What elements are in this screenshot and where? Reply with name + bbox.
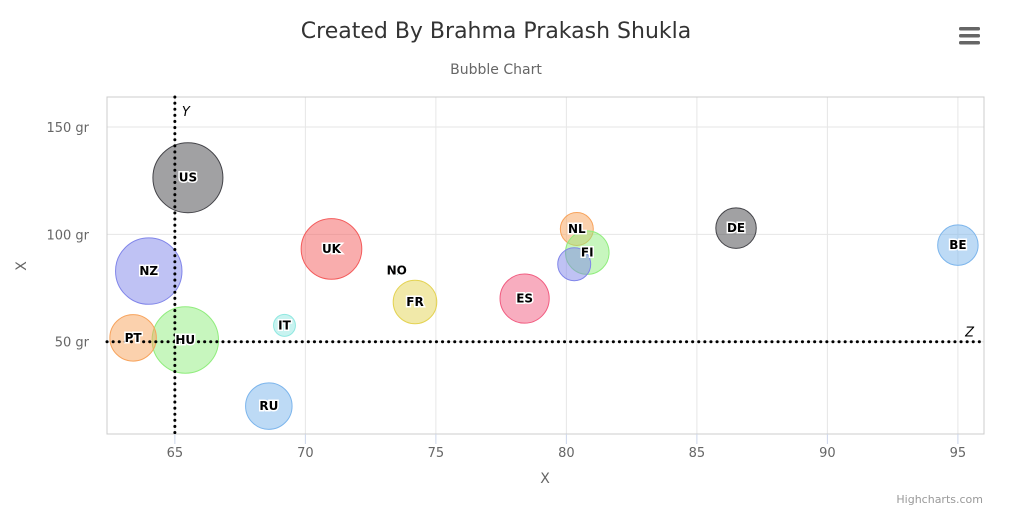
credits-link[interactable]: Highcharts.com — [896, 493, 983, 506]
bubble-uk[interactable] — [300, 218, 363, 280]
bubble-label-pt: PT — [125, 331, 143, 345]
chart-subtitle: Bubble Chart — [450, 62, 542, 78]
x-tick-label: 70 — [297, 446, 314, 461]
bubble-label-ru: RU — [259, 399, 278, 413]
bubble-de[interactable] — [715, 207, 757, 249]
plot-line-label-y: Y — [182, 105, 191, 120]
bubble-be[interactable] — [937, 224, 979, 266]
bubble-label-be: BE — [949, 238, 966, 252]
bubble-ru[interactable] — [245, 382, 293, 430]
plot-area — [106, 96, 985, 435]
bubble-labels: US NZ HU PT RU IT UK NO FR ES NL FI DE BE — [123, 169, 968, 414]
bubble-pt[interactable] — [109, 314, 157, 362]
bubble-nz[interactable] — [115, 237, 183, 305]
x-tick-label: 85 — [689, 446, 706, 461]
x-tick-label: 95 — [950, 446, 967, 461]
plot-line-label-z: Z — [964, 326, 975, 341]
x-tick-label: 90 — [819, 446, 836, 461]
y-tick-label: 100 gr — [46, 228, 89, 243]
x-tick-label: 80 — [558, 446, 575, 461]
bubble-label-it: IT — [278, 318, 291, 332]
plot-lines: YZ — [105, 95, 986, 436]
bubble-no[interactable] — [392, 266, 402, 276]
bubble-label-uk: UK — [322, 242, 342, 256]
bubble-label-es: ES — [516, 292, 533, 306]
bubble-label-hu: HU — [175, 333, 195, 347]
y-tick-label: 50 gr — [55, 336, 90, 351]
x-tick-label: 65 — [167, 446, 184, 461]
grid-lines — [107, 97, 984, 434]
bubble-label-no: NO — [387, 264, 407, 278]
hamburger-menu-icon[interactable] — [952, 20, 986, 50]
bubble-label-fi: FI — [581, 246, 594, 260]
y-axis-title: X — [14, 261, 30, 271]
bubble-se[interactable] — [557, 247, 592, 282]
bubble-es[interactable] — [499, 273, 550, 324]
bubble-series — [109, 142, 979, 430]
bubble-label-de: DE — [727, 221, 745, 235]
x-axis-title: X — [540, 471, 550, 487]
x-tick-label: 75 — [428, 446, 445, 461]
bubble-label-nl: NL — [568, 222, 586, 236]
bubble-it[interactable] — [273, 313, 296, 337]
chart-title: Created By Brahma Prakash Shukla — [301, 19, 691, 44]
bubble-label-nz: NZ — [139, 264, 158, 278]
y-tick-label: 150 gr — [46, 121, 89, 136]
bubble-label-us: US — [179, 171, 197, 185]
axis-ticks: 65 70 75 80 85 90 95 50 gr 100 gr 150 gr — [46, 121, 966, 461]
bubble-label-fr: FR — [406, 295, 423, 309]
bubble-us[interactable] — [152, 142, 224, 214]
bubble-fr[interactable] — [392, 279, 438, 325]
